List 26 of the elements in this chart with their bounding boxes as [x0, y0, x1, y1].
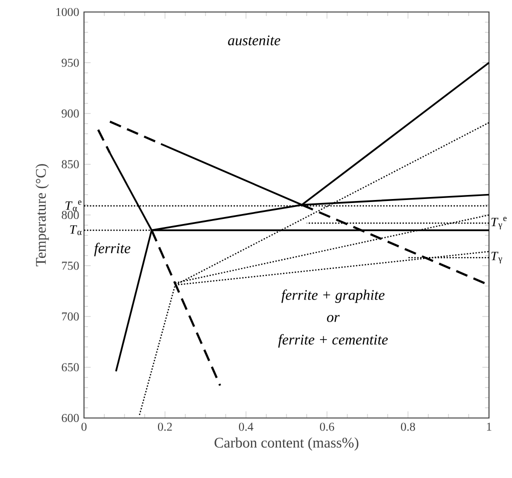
- y-axis-title: Temperature (°C): [36, 164, 49, 266]
- y-tick-label: 900: [62, 109, 79, 118]
- annotation: austenite: [228, 35, 280, 46]
- annotation: ferrite: [94, 242, 130, 256]
- x-tick-label: 1: [487, 422, 492, 431]
- annotation: or: [326, 315, 340, 322]
- x-tick-label: 0.8: [400, 422, 416, 431]
- y-tick-label: 600: [62, 414, 79, 422]
- annotation: ferrite + graphite: [281, 289, 385, 303]
- series-label: T$_{γ}$: [491, 252, 502, 264]
- x-tick-label: 0.2: [158, 422, 172, 431]
- series-label: T$_{γ}$e: [491, 216, 507, 230]
- y-tick-label: 1000: [56, 8, 79, 16]
- annotation: ferrite + cementite: [278, 334, 388, 348]
- series-label: T$_{α}$: [70, 225, 82, 236]
- y-tick-label: 800: [62, 210, 79, 220]
- x-tick-label: 0.6: [320, 422, 334, 431]
- x-tick-label: 0: [81, 422, 87, 431]
- y-tick-label: 950: [62, 58, 79, 67]
- series-label: T$_{α}$e: [66, 200, 82, 212]
- x-axis-title: Carbon content (mass%): [214, 437, 358, 451]
- y-tick-label: 650: [62, 363, 79, 372]
- x-tick-label: 0.4: [238, 422, 254, 431]
- y-tick-label: 850: [62, 160, 79, 168]
- y-tick-label: 750: [62, 262, 79, 270]
- y-tick-label: 700: [62, 312, 79, 321]
